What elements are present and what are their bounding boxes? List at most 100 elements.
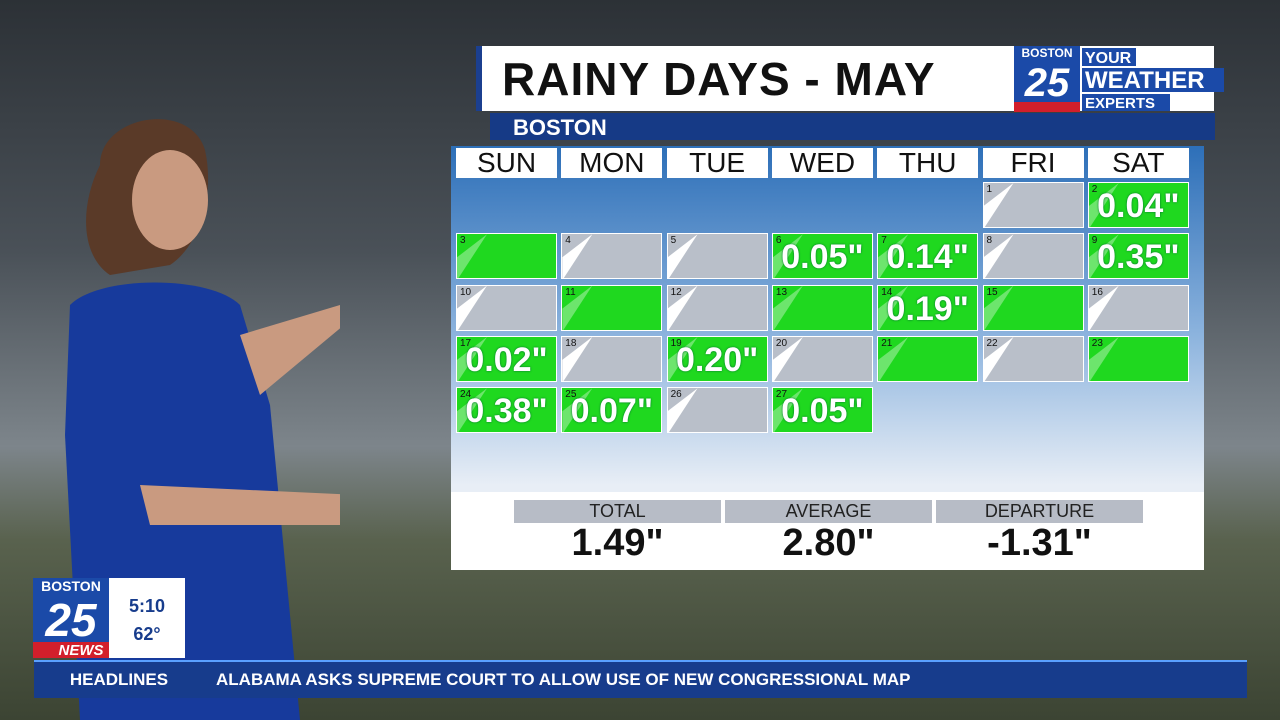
stat-label: AVERAGE: [725, 500, 932, 523]
rain-day: 14 0.19": [877, 284, 979, 331]
day-number: 1: [986, 184, 993, 195]
rain-amount: 0.35": [1097, 238, 1180, 277]
logo-band: [1082, 48, 1136, 66]
logo: BOSTON 25 YOUR WEATHER EXPERTS: [1014, 46, 1224, 112]
location-bar: BOSTON: [490, 113, 1215, 140]
day-number: 8: [986, 235, 993, 247]
rain-day: 27 0.05": [771, 387, 873, 434]
dry-day: 16: [1087, 284, 1189, 331]
day-number: 3: [460, 235, 466, 247]
weekday: TUE: [666, 148, 768, 178]
rain-amount: 0.19": [886, 289, 969, 328]
dry-day: 8: [982, 233, 1084, 280]
rain-day: 24 0.38": [456, 387, 557, 434]
day-number: 9: [1091, 235, 1098, 247]
bug-number: 25: [44, 594, 98, 646]
day-number: 13: [775, 286, 788, 298]
rain-amount: 0.14": [886, 238, 969, 277]
stat-label: DEPARTURE: [936, 500, 1143, 523]
dry-day: 20: [771, 335, 873, 382]
day-number: 11: [565, 286, 576, 298]
rain-day: 15: [982, 284, 1084, 331]
dry-day: 26: [666, 387, 768, 434]
logo-line: WEATHER: [1085, 67, 1205, 94]
rain-day: 25 0.07": [561, 387, 663, 434]
dry-day: 12: [666, 284, 768, 331]
rain-day: 17 0.02": [456, 335, 557, 382]
bug-bottom: NEWS: [59, 642, 104, 658]
rain-amount: 0.07": [570, 392, 653, 431]
dry-day: 4: [561, 233, 663, 280]
day-number: 2: [1091, 184, 1098, 195]
day-number: 23: [1091, 337, 1103, 349]
rain-amount: 0.05": [781, 392, 864, 431]
day-number: 10: [460, 286, 472, 298]
dry-day: 5: [666, 233, 768, 280]
bug-top: BOSTON: [41, 578, 101, 594]
bug-stripe: [33, 642, 109, 658]
day-number: 22: [986, 337, 998, 349]
logo-line: YOUR: [1085, 50, 1132, 67]
station-bug: BOSTON 25 NEWS 5:10 62°: [33, 578, 185, 658]
logo-band: [1082, 94, 1170, 111]
bug-info: [109, 578, 185, 658]
stats-area: TOTAL 1.49" AVERAGE 2.80" DEPARTURE -1.31": [451, 492, 1204, 570]
calendar-panel: TOTAL 1.49" AVERAGE 2.80" DEPARTURE -1.31" SU…: [451, 146, 1204, 570]
day-number: 19: [670, 337, 682, 349]
rain-day: 13: [771, 284, 873, 331]
weekday: WED: [771, 148, 873, 178]
rain-day: 7 0.14": [877, 233, 979, 280]
rain-amount: 0.02": [465, 340, 548, 379]
ticker: HEADLINES ALABAMA ASKS SUPREME COURT TO …: [34, 660, 1247, 698]
rain-amount: 0.05": [781, 238, 864, 277]
ticker-text: ALABAMA ASKS SUPREME COURT TO ALLOW USE …: [216, 670, 911, 689]
logo-line: EXPERTS: [1085, 95, 1155, 112]
rain-day: 23: [1087, 335, 1189, 382]
logo-number: 25: [1024, 61, 1070, 105]
temperature: 62°: [133, 624, 160, 644]
day-number: 17: [460, 337, 472, 349]
day-number: 20: [775, 337, 788, 349]
day-number: 4: [565, 235, 571, 247]
logo-top: BOSTON: [1021, 46, 1072, 60]
dry-day: 18: [561, 335, 663, 382]
rain-amount: 0.38": [465, 392, 548, 431]
rain-day: 21: [877, 335, 979, 382]
stat-value: 2.80": [782, 522, 875, 564]
time: 5:10: [129, 596, 165, 616]
rain-day: 6 0.05": [771, 233, 873, 280]
day-number: 6: [775, 235, 782, 247]
rain-amount: 0.20": [675, 340, 759, 379]
weekday: SAT: [1087, 148, 1189, 178]
rain-amount: 0.04": [1097, 187, 1180, 225]
rain-day: 3: [456, 233, 557, 280]
day-number: 27: [775, 389, 788, 401]
weekday: THU: [877, 148, 979, 178]
day-number: 7: [881, 235, 887, 247]
weekday: SUN: [456, 148, 557, 178]
day-number: 21: [881, 337, 893, 349]
location: BOSTON: [513, 115, 607, 140]
stat-label: TOTAL: [514, 500, 721, 523]
rain-day: 9 0.35": [1087, 233, 1189, 280]
logo-stripe: [1014, 102, 1080, 112]
day-number: 26: [670, 389, 682, 401]
day-number: 5: [670, 235, 677, 247]
dry-day: 10: [456, 284, 557, 331]
day-number: 12: [670, 286, 682, 298]
title: RAINY DAYS - MAY: [502, 53, 936, 105]
stat-value: -1.31": [987, 522, 1092, 564]
logo-band: [1082, 68, 1224, 92]
logo-box: [1014, 46, 1080, 112]
day-number: 14: [881, 286, 893, 298]
stat-value: 1.49": [571, 522, 664, 564]
day-number: 24: [460, 389, 472, 401]
day-number: 16: [1091, 286, 1103, 298]
ticker-label: HEADLINES: [69, 670, 169, 689]
dry-day: 1: [982, 182, 1084, 228]
rain-day: 2 0.04": [1087, 182, 1189, 228]
weekday: MON: [561, 148, 663, 178]
rain-day: 19 0.20": [666, 335, 768, 382]
